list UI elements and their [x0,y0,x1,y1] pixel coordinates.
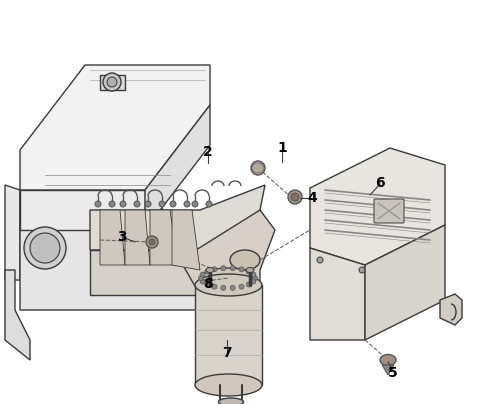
Polygon shape [125,210,150,265]
Polygon shape [382,365,394,375]
Circle shape [239,267,244,272]
Circle shape [170,201,176,207]
Text: 5: 5 [388,366,398,380]
Ellipse shape [206,267,214,273]
Polygon shape [20,65,210,190]
Polygon shape [180,210,275,295]
Circle shape [145,201,151,207]
Text: 2: 2 [203,145,213,159]
Circle shape [221,285,226,290]
Circle shape [212,284,217,289]
Text: 8: 8 [203,277,213,291]
Circle shape [159,201,165,207]
Circle shape [317,257,323,263]
Polygon shape [5,185,20,280]
Text: 4: 4 [307,191,317,205]
Polygon shape [200,210,260,295]
Circle shape [246,269,251,274]
FancyBboxPatch shape [374,199,404,223]
Circle shape [95,201,101,207]
Circle shape [206,201,212,207]
Ellipse shape [246,267,254,273]
Ellipse shape [195,374,262,396]
Circle shape [192,201,198,207]
Polygon shape [20,190,200,310]
Text: 6: 6 [375,176,385,190]
Circle shape [251,279,256,284]
Text: 7: 7 [222,346,232,360]
Polygon shape [100,210,125,265]
Circle shape [120,201,126,207]
Circle shape [251,161,265,175]
Circle shape [184,201,190,207]
Polygon shape [365,225,445,340]
Ellipse shape [201,268,255,288]
Ellipse shape [195,274,262,296]
Ellipse shape [218,398,243,404]
Circle shape [221,266,226,271]
Text: 3: 3 [117,230,127,244]
Circle shape [288,190,302,204]
Polygon shape [145,105,210,230]
Circle shape [239,284,244,289]
Circle shape [200,272,205,277]
Polygon shape [20,190,145,230]
Circle shape [103,73,121,91]
Circle shape [251,272,256,277]
Polygon shape [310,248,365,340]
Polygon shape [5,270,30,360]
Polygon shape [440,294,462,325]
Circle shape [230,285,235,290]
Polygon shape [90,185,265,250]
Circle shape [199,276,204,280]
Polygon shape [310,148,445,265]
Circle shape [107,77,117,87]
Circle shape [109,201,115,207]
Circle shape [149,239,155,245]
Circle shape [230,266,235,271]
Circle shape [252,276,257,280]
Circle shape [291,193,299,201]
Circle shape [212,267,217,272]
Circle shape [205,269,210,274]
Circle shape [246,282,251,287]
Ellipse shape [30,233,60,263]
Circle shape [359,267,365,273]
Circle shape [146,236,158,248]
Circle shape [134,201,140,207]
Ellipse shape [230,250,260,270]
Text: 1: 1 [277,141,287,155]
Circle shape [205,282,210,287]
Polygon shape [172,210,200,270]
Ellipse shape [380,354,396,366]
Polygon shape [100,75,125,90]
Circle shape [200,279,205,284]
Polygon shape [195,285,262,385]
Polygon shape [150,210,178,265]
Ellipse shape [24,227,66,269]
Polygon shape [90,250,200,295]
